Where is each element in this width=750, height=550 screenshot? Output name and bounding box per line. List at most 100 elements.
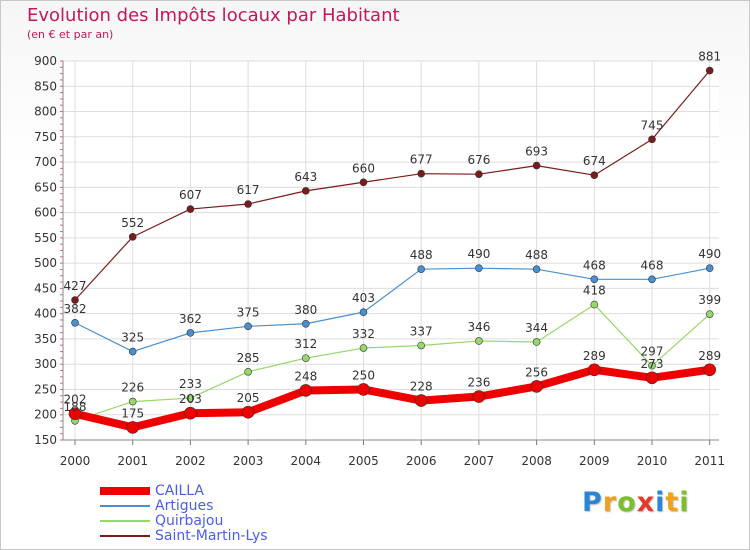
y-tick-label: 400 <box>34 307 57 321</box>
data-label: 380 <box>294 303 317 317</box>
data-label: 188 <box>64 400 87 414</box>
legend-swatch <box>100 487 150 495</box>
logo-letter: i <box>679 487 690 518</box>
y-tick-label: 350 <box>34 332 57 346</box>
y-tick-label: 900 <box>34 54 57 68</box>
data-label: 490 <box>467 247 490 261</box>
data-point <box>186 205 195 213</box>
data-point <box>475 170 483 178</box>
data-label: 332 <box>352 327 375 341</box>
data-label: 382 <box>64 302 87 316</box>
y-tick-label: 750 <box>34 130 57 144</box>
data-label: 289 <box>698 349 721 363</box>
data-point <box>648 361 656 370</box>
data-point <box>359 178 368 187</box>
data-point <box>301 354 310 362</box>
data-label: 375 <box>237 305 260 319</box>
data-point <box>705 264 714 272</box>
logo-letter: o <box>617 487 637 518</box>
y-tick-label: 250 <box>34 382 57 396</box>
data-point <box>587 363 601 377</box>
data-label: 175 <box>121 406 144 420</box>
data-point <box>532 161 541 170</box>
data-label: 312 <box>294 337 317 351</box>
data-point <box>532 338 541 346</box>
x-tick-label: 2004 <box>291 454 322 468</box>
data-label: 552 <box>121 216 144 230</box>
logo-letter: r <box>602 487 618 518</box>
data-point <box>126 421 139 434</box>
y-tick-label: 550 <box>34 231 57 245</box>
x-tick-label: 2005 <box>348 454 379 468</box>
chart-title: Evolution des Impôts locaux par Habitant <box>27 5 400 26</box>
data-label: 488 <box>525 248 548 262</box>
y-tick-label: 700 <box>34 155 57 169</box>
x-tick-label: 2006 <box>406 454 437 468</box>
x-tick-label: 2011 <box>694 454 725 468</box>
data-point <box>532 265 541 273</box>
data-label: 677 <box>410 153 433 167</box>
data-label: 607 <box>179 188 202 202</box>
data-point <box>128 347 137 356</box>
data-label: 418 <box>583 284 606 298</box>
data-point <box>417 341 426 350</box>
data-label: 226 <box>121 381 144 395</box>
data-point <box>357 383 370 396</box>
logo-letter: i <box>655 487 666 518</box>
data-label: 256 <box>525 365 548 379</box>
data-label: 468 <box>583 258 606 272</box>
x-tick-label: 2009 <box>579 454 610 468</box>
data-label: 285 <box>237 351 260 365</box>
y-tick-label: 850 <box>34 79 57 93</box>
chart-subtitle: (en € et par an) <box>27 28 114 41</box>
data-point <box>128 233 137 241</box>
y-tick-label: 200 <box>34 408 57 422</box>
data-label: 674 <box>583 154 606 168</box>
data-point <box>645 371 659 385</box>
data-label: 325 <box>121 331 144 345</box>
data-point <box>359 344 368 352</box>
data-label: 881 <box>698 50 721 64</box>
series-line-cailla <box>71 365 714 432</box>
data-point <box>590 275 599 284</box>
data-label: 693 <box>525 145 548 159</box>
data-label: 403 <box>352 291 375 305</box>
data-label: 346 <box>467 320 490 334</box>
proxiti-logo: Proxiti <box>582 487 690 518</box>
data-label: 745 <box>641 118 664 132</box>
data-point <box>244 200 252 208</box>
data-label: 427 <box>64 279 87 293</box>
data-point <box>68 407 82 421</box>
y-tick-label: 650 <box>34 180 57 194</box>
series-line-artigues <box>74 267 711 353</box>
x-tick-label: 2003 <box>233 454 264 468</box>
data-label: 362 <box>179 312 202 326</box>
legend-swatch <box>100 505 150 507</box>
legend-label: Artigues <box>155 498 214 514</box>
data-label: 228 <box>410 380 433 394</box>
data-label: 488 <box>410 248 433 262</box>
y-tick-label: 600 <box>34 206 57 220</box>
data-label: 468 <box>641 258 664 272</box>
data-label: 297 <box>641 345 664 359</box>
legend-label: CAILLA <box>155 483 204 499</box>
data-point <box>590 300 599 309</box>
plot-area <box>63 61 719 440</box>
data-point <box>705 66 714 75</box>
data-point <box>417 265 426 273</box>
legend-swatch <box>100 535 150 537</box>
x-tick-label: 2002 <box>175 454 206 468</box>
x-tick-label: 2000 <box>60 454 91 468</box>
x-tick-label: 2008 <box>521 454 552 468</box>
data-point <box>244 322 252 331</box>
data-label: 250 <box>352 368 375 382</box>
data-label: 236 <box>467 376 490 390</box>
data-point <box>301 319 310 328</box>
data-point <box>299 384 313 397</box>
data-point <box>71 296 79 304</box>
data-label: 233 <box>179 377 202 391</box>
data-point <box>648 135 656 144</box>
x-tick-label: 2001 <box>117 454 148 468</box>
data-label: 643 <box>294 170 317 184</box>
data-point <box>186 329 195 337</box>
